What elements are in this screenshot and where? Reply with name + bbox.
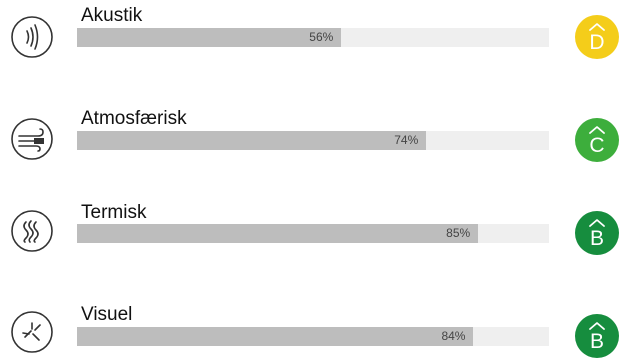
score-bar: 84% [77, 327, 549, 346]
score-bar: 85% [77, 224, 549, 243]
grade-badge: C [575, 118, 619, 162]
score-bar-fill: 74% [77, 131, 427, 150]
score-bar-fill: 84% [77, 327, 474, 346]
grade-badge: B [575, 211, 619, 255]
category-label: Atmosfærisk [81, 108, 187, 129]
score-bar-fill: 56% [77, 28, 342, 47]
category-row-atmosfaerisk: Atmosfærisk 74% C [0, 104, 631, 164]
grade-badge: D [575, 15, 619, 59]
category-label: Termisk [81, 202, 147, 223]
roof-icon [589, 219, 605, 227]
category-label: Akustik [81, 5, 143, 26]
sound-waves-icon [10, 15, 54, 59]
category-label: Visuel [81, 304, 133, 325]
roof-icon [589, 322, 605, 330]
score-value: 85% [446, 226, 471, 240]
grade-letter: B [589, 227, 604, 250]
air-flow-icon [10, 117, 54, 161]
category-row-termisk: Termisk 85% B [0, 198, 631, 258]
grade-letter: C [589, 134, 605, 157]
roof-icon [589, 23, 605, 31]
roof-icon [589, 126, 605, 134]
score-value: 56% [309, 30, 334, 44]
light-icon [10, 310, 54, 354]
grade-badge: B [575, 314, 619, 358]
score-bar: 56% [77, 28, 549, 47]
category-row-akustik: Akustik 56% D [0, 2, 631, 62]
grade-letter: B [589, 330, 604, 353]
score-bar: 74% [77, 131, 549, 150]
category-row-visuel: Visuel 84% B [0, 297, 631, 358]
grade-letter: D [589, 31, 605, 54]
score-value: 84% [441, 329, 466, 343]
score-value: 74% [394, 133, 419, 147]
heat-waves-icon [10, 209, 54, 253]
score-bar-fill: 85% [77, 224, 479, 243]
